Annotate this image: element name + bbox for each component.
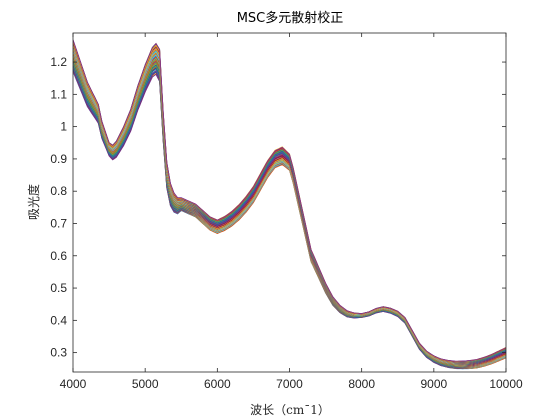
x-axis: 4000 5000 6000 7000 8000 9000 10000 xyxy=(60,33,523,391)
y-tick-label: 0.7 xyxy=(50,216,67,230)
y-tick-label: 0.5 xyxy=(50,281,67,295)
x-tick-label: 10000 xyxy=(489,377,523,391)
y-tick-label: 0.4 xyxy=(50,313,67,327)
x-tick-label: 7000 xyxy=(276,377,303,391)
series-layer xyxy=(73,39,506,370)
spectrum-line xyxy=(73,39,506,362)
chart-title: MSC多元散射校正 xyxy=(237,10,344,26)
x-tick-label: 9000 xyxy=(420,377,447,391)
y-tick-label: 1 xyxy=(60,120,67,134)
y-tick-label: 0.6 xyxy=(50,249,67,263)
y-tick-label: 0.3 xyxy=(50,346,67,360)
y-tick-label: 1.1 xyxy=(50,87,67,101)
x-tick-label: 5000 xyxy=(132,377,159,391)
y-tick-label: 1.2 xyxy=(50,55,67,69)
y-tick-label: 0.8 xyxy=(50,184,67,198)
x-tick-label: 4000 xyxy=(60,377,87,391)
x-axis-label: 波长（cm¯1） xyxy=(250,403,330,417)
y-axis-label: 吸光度 xyxy=(26,184,41,220)
x-tick-label: 6000 xyxy=(204,377,231,391)
y-axis: 0.3 0.4 0.5 0.6 0.7 0.8 0.9 1 1.1 1.2 xyxy=(50,55,506,360)
x-tick-label: 8000 xyxy=(348,377,375,391)
y-tick-label: 0.9 xyxy=(50,152,67,166)
